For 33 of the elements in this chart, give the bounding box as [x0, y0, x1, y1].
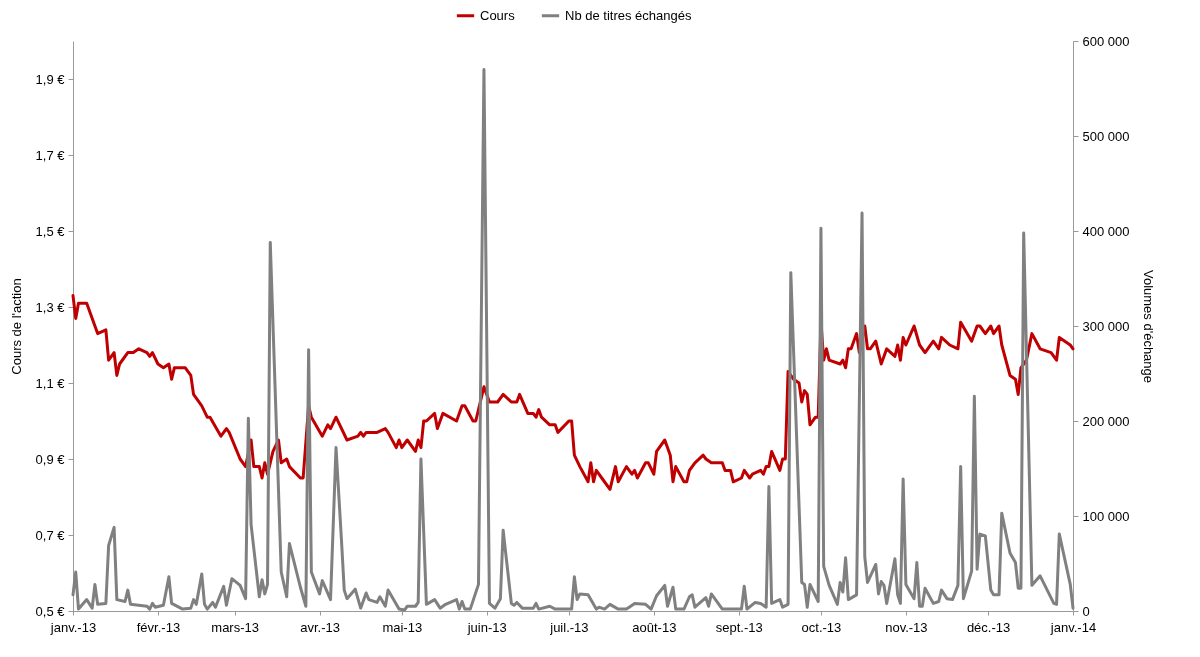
y-axis-title: Cours de l'action [8, 278, 24, 375]
y-tick-label: 1,9 € [35, 71, 66, 87]
y2-tick-label: 100 000 [1082, 508, 1130, 524]
x-tick-label: mars-13 [211, 619, 259, 635]
y-tick-label: 0,7 € [35, 527, 66, 543]
y-tick-label: 0,9 € [35, 451, 66, 467]
y-tick-label: 1,3 € [35, 299, 66, 315]
x-tick-label: avr.-13 [300, 619, 340, 635]
y2-tick-label: 600 000 [1082, 33, 1130, 49]
y2-tick-label: 200 000 [1082, 413, 1130, 429]
legend-label: Nb de titres échangés [565, 7, 692, 23]
y-tick-label: 1,1 € [35, 375, 66, 391]
y2-tick-label: 300 000 [1082, 318, 1130, 334]
x-tick-label: janv.-13 [49, 619, 97, 635]
x-tick-label: mai-13 [382, 619, 423, 635]
x-tick-label: sept.-13 [715, 619, 763, 635]
y-tick-label: 1,7 € [35, 147, 66, 163]
y-tick-label: 0,5 € [35, 603, 66, 619]
x-tick-label: juin-13 [466, 619, 507, 635]
line-series [71, 294, 1075, 491]
x-tick-label: déc.-13 [966, 619, 1011, 635]
x-tick-label: févr.-13 [136, 619, 181, 635]
y2-tick-label: 0 [1082, 603, 1090, 619]
legend-label: Cours [480, 7, 516, 23]
y2-tick-label: 500 000 [1082, 128, 1130, 144]
x-tick-label: juil.-13 [549, 619, 589, 635]
y2-tick-label: 400 000 [1082, 223, 1130, 239]
x-tick-label: janv.-14 [1049, 619, 1097, 635]
y-tick-label: 1,5 € [35, 223, 66, 239]
x-tick-label: août-13 [632, 619, 677, 635]
y2-axis-title: Volumes d'échange [1141, 269, 1157, 384]
x-tick-label: oct.-13 [801, 619, 842, 635]
x-tick-label: nov.-13 [885, 619, 928, 635]
